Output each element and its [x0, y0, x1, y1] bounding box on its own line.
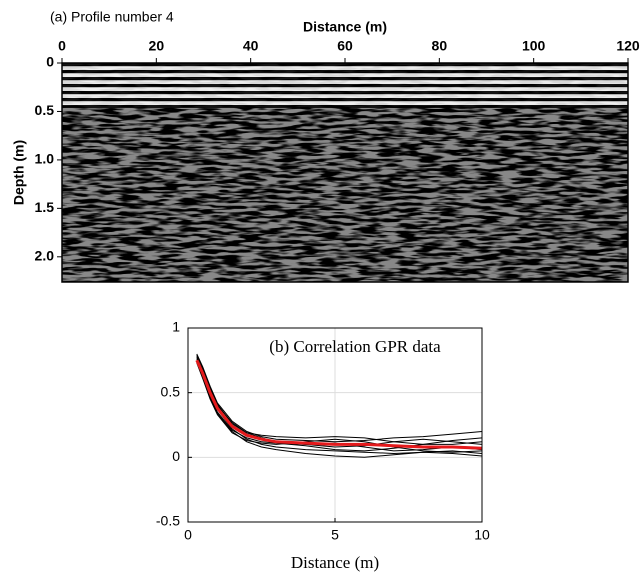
x-tick-label: 120 — [616, 38, 640, 54]
series-line — [196, 353, 483, 443]
y-tick-label: 0 — [46, 54, 54, 70]
x-tick-label: 0 — [184, 527, 192, 543]
y-tick-label: 2.0 — [35, 248, 55, 264]
x-tick-label: 0 — [58, 38, 66, 54]
chart-title: (a) Profile number 4 — [50, 9, 174, 25]
chart-title: (b) Correlation GPR data — [269, 337, 441, 356]
x-tick-label: 20 — [149, 38, 165, 54]
y-tick-label: 1 — [172, 319, 180, 335]
y-tick-label: -0.5 — [156, 513, 180, 529]
x-tick-label: 5 — [331, 527, 339, 543]
x-tick-label: 40 — [243, 38, 259, 54]
plot-frame — [187, 327, 483, 523]
y-tick-label: 0.5 — [161, 383, 181, 399]
x-tick-label: 10 — [474, 527, 490, 543]
series-line — [196, 361, 483, 458]
series-line — [195, 359, 483, 450]
y-tick-label: 1.5 — [35, 199, 55, 215]
y-tick-label: 1.0 — [35, 151, 55, 167]
y-tick-label: 0.5 — [35, 102, 55, 118]
x-axis-label: Distance (m) — [291, 553, 379, 572]
series-line — [196, 362, 483, 453]
x-tick-label: 60 — [337, 38, 353, 54]
y-axis-label: Depth (m) — [11, 140, 27, 205]
x-tick-label: 80 — [432, 38, 448, 54]
x-tick-label: 100 — [522, 38, 546, 54]
y-tick-label: 0 — [172, 448, 180, 464]
x-axis-label: Distance (m) — [303, 19, 387, 35]
surface-reflections — [62, 63, 628, 108]
